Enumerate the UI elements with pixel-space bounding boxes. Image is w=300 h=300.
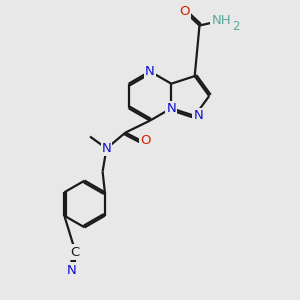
Text: 2: 2	[232, 20, 240, 33]
Text: N: N	[167, 102, 176, 115]
Text: N: N	[67, 263, 77, 277]
Text: O: O	[179, 5, 190, 18]
Text: N: N	[102, 142, 111, 155]
Text: N: N	[194, 110, 203, 122]
Text: N: N	[145, 65, 155, 78]
Text: C: C	[70, 245, 80, 259]
Text: NH: NH	[211, 14, 231, 28]
Text: O: O	[140, 134, 150, 148]
